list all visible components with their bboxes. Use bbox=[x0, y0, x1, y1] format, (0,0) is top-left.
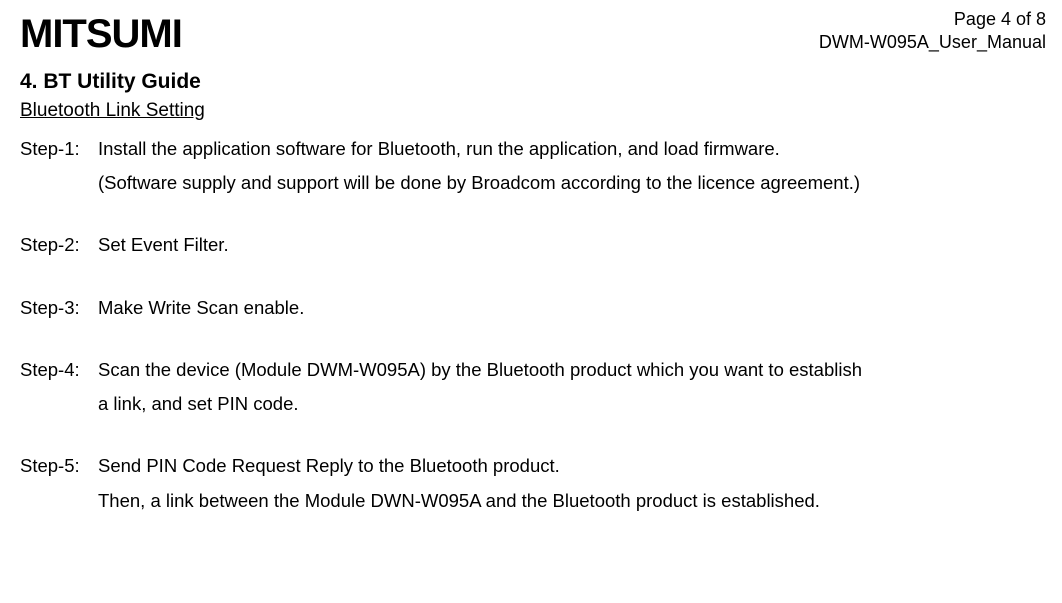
subsection-title: Bluetooth Link Setting bbox=[20, 100, 1046, 122]
step-5: Step-5: Send PIN Code Request Reply to t… bbox=[20, 449, 1046, 517]
section-title: 4. BT Utility Guide bbox=[20, 70, 1046, 94]
brand-logo: MITSUMI bbox=[20, 8, 182, 54]
step-line: Scan the device (Module DWM-W095A) by th… bbox=[98, 353, 1046, 387]
step-label: Step-3: bbox=[20, 291, 98, 325]
header-meta: Page 4 of 8 DWM-W095A_User_Manual bbox=[819, 8, 1046, 53]
step-line: Set Event Filter. bbox=[98, 228, 1046, 262]
step-4: Step-4: Scan the device (Module DWM-W095… bbox=[20, 353, 1046, 421]
step-line: Make Write Scan enable. bbox=[98, 291, 1046, 325]
step-3: Step-3: Make Write Scan enable. bbox=[20, 291, 1046, 325]
step-line: Send PIN Code Request Reply to the Bluet… bbox=[98, 449, 1046, 483]
step-line: Then, a link between the Module DWN-W095… bbox=[98, 484, 1046, 518]
step-label: Step-5: bbox=[20, 449, 98, 483]
step-body: Scan the device (Module DWM-W095A) by th… bbox=[98, 353, 1046, 421]
header-row: MITSUMI Page 4 of 8 DWM-W095A_User_Manua… bbox=[20, 8, 1046, 54]
steps-container: Step-1: Install the application software… bbox=[20, 132, 1046, 518]
step-label: Step-2: bbox=[20, 228, 98, 262]
step-line: (Software supply and support will be don… bbox=[98, 166, 1046, 200]
step-body: Make Write Scan enable. bbox=[98, 291, 1046, 325]
step-label: Step-1: bbox=[20, 132, 98, 166]
step-line: a link, and set PIN code. bbox=[98, 387, 1046, 421]
page-indicator: Page 4 of 8 bbox=[819, 8, 1046, 31]
step-label: Step-4: bbox=[20, 353, 98, 387]
step-1: Step-1: Install the application software… bbox=[20, 132, 1046, 200]
step-body: Set Event Filter. bbox=[98, 228, 1046, 262]
step-body: Install the application software for Blu… bbox=[98, 132, 1046, 200]
step-line: Install the application software for Blu… bbox=[98, 132, 1046, 166]
document-id: DWM-W095A_User_Manual bbox=[819, 31, 1046, 54]
step-2: Step-2: Set Event Filter. bbox=[20, 228, 1046, 262]
document-page: MITSUMI Page 4 of 8 DWM-W095A_User_Manua… bbox=[0, 0, 1062, 603]
step-body: Send PIN Code Request Reply to the Bluet… bbox=[98, 449, 1046, 517]
